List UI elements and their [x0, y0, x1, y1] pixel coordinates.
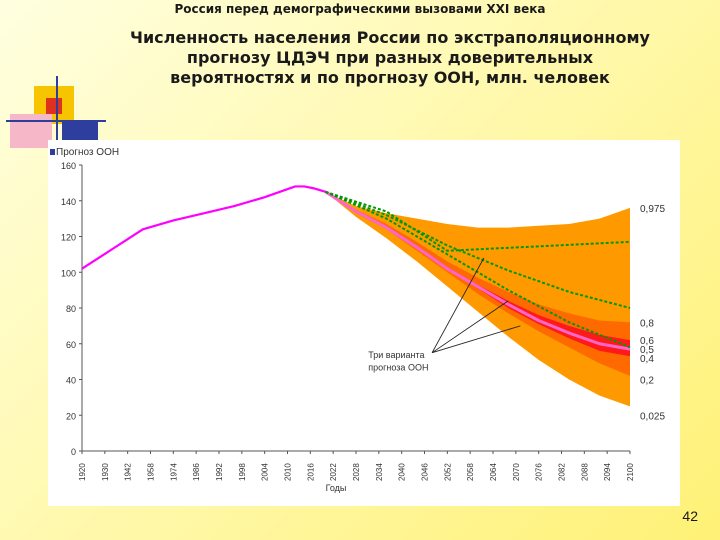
- page-number: 42: [682, 508, 698, 524]
- band-label: 0,8: [640, 318, 654, 329]
- un-forecast-line-3: [325, 190, 631, 349]
- un-forecast-line-2: [325, 190, 631, 309]
- x-tick-label: 2070: [512, 463, 521, 481]
- median-line: [324, 190, 631, 351]
- x-tick-label: 2010: [284, 463, 293, 481]
- band-label: 0,4: [640, 354, 654, 365]
- band-label: 0,6: [640, 336, 654, 347]
- chart-panel: Прогноз ООН 0 20 40 60 80 100 120 140 160 1920 1930…: [48, 140, 680, 506]
- x-tick-label: 1986: [192, 463, 201, 481]
- x-tick-label: 2022: [329, 463, 338, 481]
- x-tick-label: 2100: [626, 463, 635, 481]
- x-tick-label: 2028: [352, 463, 361, 481]
- deco-line-horizontal: [6, 120, 106, 122]
- x-tick-label: 2064: [489, 463, 498, 481]
- band-outer-area: [325, 191, 630, 407]
- band-label: 0,025: [640, 411, 665, 422]
- x-tick-label: 2034: [375, 463, 384, 481]
- deco-pink-square: [10, 114, 52, 148]
- y-tick-label: 140: [61, 197, 76, 207]
- x-tick-label: 2058: [466, 463, 475, 481]
- slide-title: Численность населения России по экстрапо…: [130, 28, 650, 87]
- y-tick-label: 160: [61, 161, 76, 171]
- x-tick-label: 1998: [238, 463, 247, 481]
- x-tick-label: 2016: [306, 463, 315, 481]
- band-label: 0,2: [640, 376, 654, 387]
- header-title: Россия перед демографическими вызовами X…: [174, 2, 546, 16]
- x-tick-label: 1930: [101, 463, 110, 481]
- x-tick-label: 2004: [261, 463, 270, 481]
- x-tick-label: 2082: [558, 463, 567, 481]
- deco-red-square: [46, 98, 62, 114]
- x-tick-label: 1920: [78, 463, 87, 481]
- y-tick-label: 60: [66, 340, 76, 350]
- deco-line-vertical: [56, 76, 58, 160]
- x-axis-title: Годы: [326, 483, 347, 493]
- x-tick-label: 2076: [535, 463, 544, 481]
- x-tick-label: 2046: [421, 463, 430, 481]
- x-tick-label: 1992: [215, 463, 224, 481]
- legend-marker: [50, 149, 55, 155]
- y-tick-label: 0: [71, 447, 76, 457]
- annotation-label-line1: Три варианта: [368, 350, 424, 360]
- x-tick-label: 1958: [147, 463, 156, 481]
- annotation-pointer: [431, 300, 509, 354]
- legend-label: Прогноз ООН: [56, 147, 119, 158]
- x-tick-label: 2052: [443, 463, 452, 481]
- y-tick-label: 40: [66, 376, 76, 386]
- y-tick-label: 120: [61, 233, 76, 243]
- band-label: 0,975: [640, 204, 665, 215]
- band-label: 0,5: [640, 345, 654, 356]
- band-core-area: [325, 191, 630, 357]
- y-tick-label: 80: [66, 304, 76, 314]
- y-tick-label: 20: [66, 411, 76, 421]
- x-tick-label: 2094: [603, 463, 612, 481]
- x-tick-label: 1974: [169, 463, 178, 481]
- y-tick-label: 100: [61, 268, 76, 278]
- x-tick-label: 2040: [398, 463, 407, 481]
- x-tick-label: 2088: [580, 463, 589, 481]
- annotation-pointer: [431, 257, 485, 353]
- historical-line: [81, 185, 326, 270]
- x-tick-label: 1942: [124, 463, 133, 481]
- annotation-label-line2: прогноза ООН: [368, 363, 428, 373]
- annotation-pointer: [431, 325, 521, 354]
- un-forecast-line-1: [325, 190, 631, 252]
